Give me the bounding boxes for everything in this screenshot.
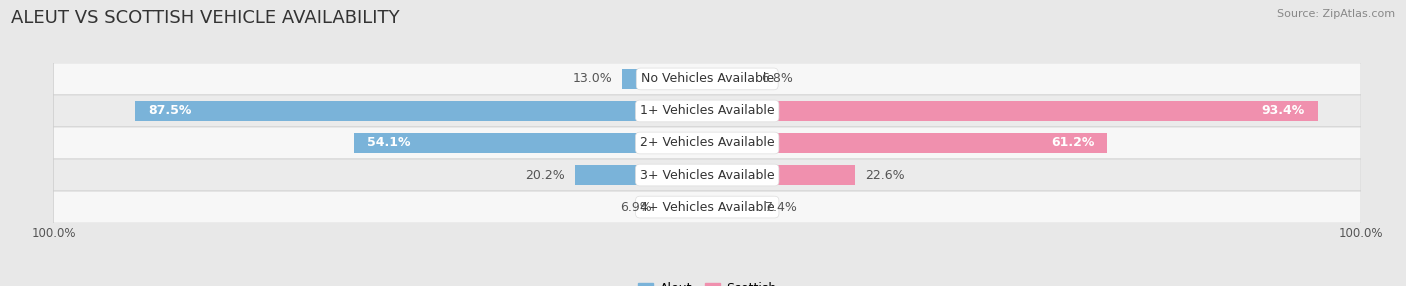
Text: 2+ Vehicles Available: 2+ Vehicles Available bbox=[640, 136, 775, 150]
Bar bbox=[623, 69, 707, 89]
Text: Source: ZipAtlas.com: Source: ZipAtlas.com bbox=[1277, 9, 1395, 19]
Text: 93.4%: 93.4% bbox=[1261, 104, 1305, 118]
Text: 54.1%: 54.1% bbox=[367, 136, 411, 150]
Bar bbox=[707, 101, 1317, 121]
Bar bbox=[707, 197, 755, 217]
Bar bbox=[707, 133, 1108, 153]
FancyBboxPatch shape bbox=[53, 191, 1361, 223]
Text: 20.2%: 20.2% bbox=[526, 168, 565, 182]
Text: 1+ Vehicles Available: 1+ Vehicles Available bbox=[640, 104, 775, 118]
Text: 4+ Vehicles Available: 4+ Vehicles Available bbox=[640, 200, 775, 214]
FancyBboxPatch shape bbox=[53, 159, 1361, 191]
Text: 3+ Vehicles Available: 3+ Vehicles Available bbox=[640, 168, 775, 182]
FancyBboxPatch shape bbox=[53, 95, 1361, 127]
Legend: Aleut, Scottish: Aleut, Scottish bbox=[633, 277, 782, 286]
FancyBboxPatch shape bbox=[53, 127, 1361, 159]
Bar bbox=[135, 101, 707, 121]
Text: 87.5%: 87.5% bbox=[148, 104, 191, 118]
FancyBboxPatch shape bbox=[53, 63, 1361, 95]
Bar bbox=[707, 165, 855, 185]
Bar bbox=[707, 69, 752, 89]
Text: 7.4%: 7.4% bbox=[765, 200, 797, 214]
Text: No Vehicles Available: No Vehicles Available bbox=[641, 72, 773, 86]
Bar bbox=[353, 133, 707, 153]
Bar bbox=[575, 165, 707, 185]
Text: 13.0%: 13.0% bbox=[572, 72, 613, 86]
Bar bbox=[662, 197, 707, 217]
Text: 22.6%: 22.6% bbox=[865, 168, 904, 182]
Text: 6.8%: 6.8% bbox=[762, 72, 793, 86]
Text: 61.2%: 61.2% bbox=[1050, 136, 1094, 150]
Text: ALEUT VS SCOTTISH VEHICLE AVAILABILITY: ALEUT VS SCOTTISH VEHICLE AVAILABILITY bbox=[11, 9, 399, 27]
Text: 6.9%: 6.9% bbox=[620, 200, 652, 214]
